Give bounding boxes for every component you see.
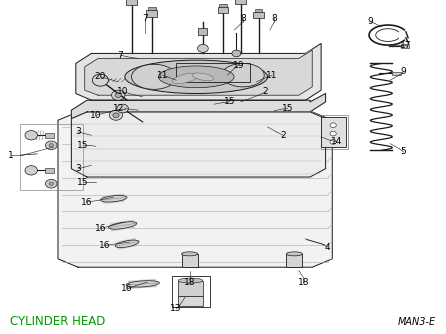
FancyArrowPatch shape xyxy=(117,239,136,249)
Circle shape xyxy=(92,74,108,86)
Text: 16: 16 xyxy=(99,241,111,250)
Text: 2: 2 xyxy=(263,88,268,96)
Bar xyxy=(148,7,156,10)
Bar xyxy=(178,281,203,296)
Text: 12: 12 xyxy=(112,104,124,113)
Text: CYLINDER HEAD: CYLINDER HEAD xyxy=(10,315,105,328)
Text: 13: 13 xyxy=(170,305,182,313)
Bar xyxy=(321,117,346,147)
Bar xyxy=(20,124,83,190)
Bar xyxy=(219,4,227,7)
Circle shape xyxy=(232,50,241,57)
Text: 16: 16 xyxy=(81,198,93,206)
Circle shape xyxy=(45,141,57,150)
Ellipse shape xyxy=(182,252,198,256)
Ellipse shape xyxy=(172,73,198,84)
Text: 3: 3 xyxy=(75,128,81,136)
Ellipse shape xyxy=(178,278,202,283)
Text: 3: 3 xyxy=(75,164,81,173)
Bar xyxy=(178,296,203,306)
Circle shape xyxy=(49,182,54,185)
Text: 15: 15 xyxy=(77,178,88,186)
Circle shape xyxy=(115,93,121,98)
Text: 18: 18 xyxy=(184,278,195,287)
Text: MAN3-E: MAN3-E xyxy=(398,317,436,327)
Ellipse shape xyxy=(108,222,137,229)
Text: 1: 1 xyxy=(8,151,14,160)
Ellipse shape xyxy=(126,281,159,287)
Text: 7: 7 xyxy=(118,51,123,59)
Text: 9: 9 xyxy=(401,67,406,76)
FancyArrowPatch shape xyxy=(111,220,134,231)
Bar xyxy=(321,115,348,149)
Polygon shape xyxy=(71,112,326,177)
Circle shape xyxy=(25,166,37,175)
Text: 7: 7 xyxy=(142,14,148,23)
Text: 11: 11 xyxy=(266,71,278,79)
Text: 2: 2 xyxy=(281,131,286,140)
Text: 8: 8 xyxy=(272,14,277,23)
Text: 16: 16 xyxy=(121,285,133,293)
Polygon shape xyxy=(76,43,321,100)
Polygon shape xyxy=(58,112,332,267)
Circle shape xyxy=(330,140,336,144)
Text: 14: 14 xyxy=(331,138,343,146)
Bar xyxy=(45,133,54,138)
Bar xyxy=(176,63,250,82)
Text: 15: 15 xyxy=(77,141,88,150)
Text: 5: 5 xyxy=(401,148,406,156)
Polygon shape xyxy=(85,50,312,95)
Bar xyxy=(253,12,264,18)
Ellipse shape xyxy=(100,195,127,202)
Text: 8: 8 xyxy=(240,14,246,23)
Bar xyxy=(172,276,210,307)
Text: 18: 18 xyxy=(297,278,309,287)
Circle shape xyxy=(45,179,57,188)
Bar xyxy=(392,72,401,75)
Circle shape xyxy=(109,110,123,120)
Ellipse shape xyxy=(115,240,139,247)
Text: 9: 9 xyxy=(368,17,373,26)
Text: 15: 15 xyxy=(282,104,293,113)
FancyArrowPatch shape xyxy=(103,194,124,203)
Circle shape xyxy=(330,123,336,128)
Circle shape xyxy=(49,144,54,147)
Circle shape xyxy=(117,104,128,113)
Ellipse shape xyxy=(222,63,264,87)
Bar xyxy=(255,9,262,12)
Bar xyxy=(45,168,54,173)
Text: 4: 4 xyxy=(325,243,330,252)
Circle shape xyxy=(198,44,208,52)
Text: 19: 19 xyxy=(233,61,244,69)
Bar xyxy=(182,254,198,267)
Ellipse shape xyxy=(158,66,234,88)
Text: 20: 20 xyxy=(95,72,106,81)
Circle shape xyxy=(112,90,125,100)
Text: 17: 17 xyxy=(400,41,412,49)
Ellipse shape xyxy=(192,73,214,81)
Ellipse shape xyxy=(132,64,176,89)
Text: 16: 16 xyxy=(95,224,106,233)
Bar xyxy=(146,10,157,17)
Circle shape xyxy=(25,131,37,140)
Bar xyxy=(218,7,228,13)
Text: 11: 11 xyxy=(157,71,169,79)
Bar xyxy=(198,28,207,35)
Ellipse shape xyxy=(125,60,268,94)
Bar xyxy=(235,0,246,4)
Text: 15: 15 xyxy=(224,98,235,106)
Bar xyxy=(286,254,302,267)
Bar xyxy=(126,0,137,5)
Text: 10: 10 xyxy=(90,111,102,120)
Polygon shape xyxy=(71,94,326,119)
Ellipse shape xyxy=(286,252,302,256)
Text: 10: 10 xyxy=(117,88,128,96)
FancyArrowPatch shape xyxy=(128,280,157,288)
Circle shape xyxy=(113,113,119,118)
Bar xyxy=(401,44,409,48)
Circle shape xyxy=(330,131,336,136)
